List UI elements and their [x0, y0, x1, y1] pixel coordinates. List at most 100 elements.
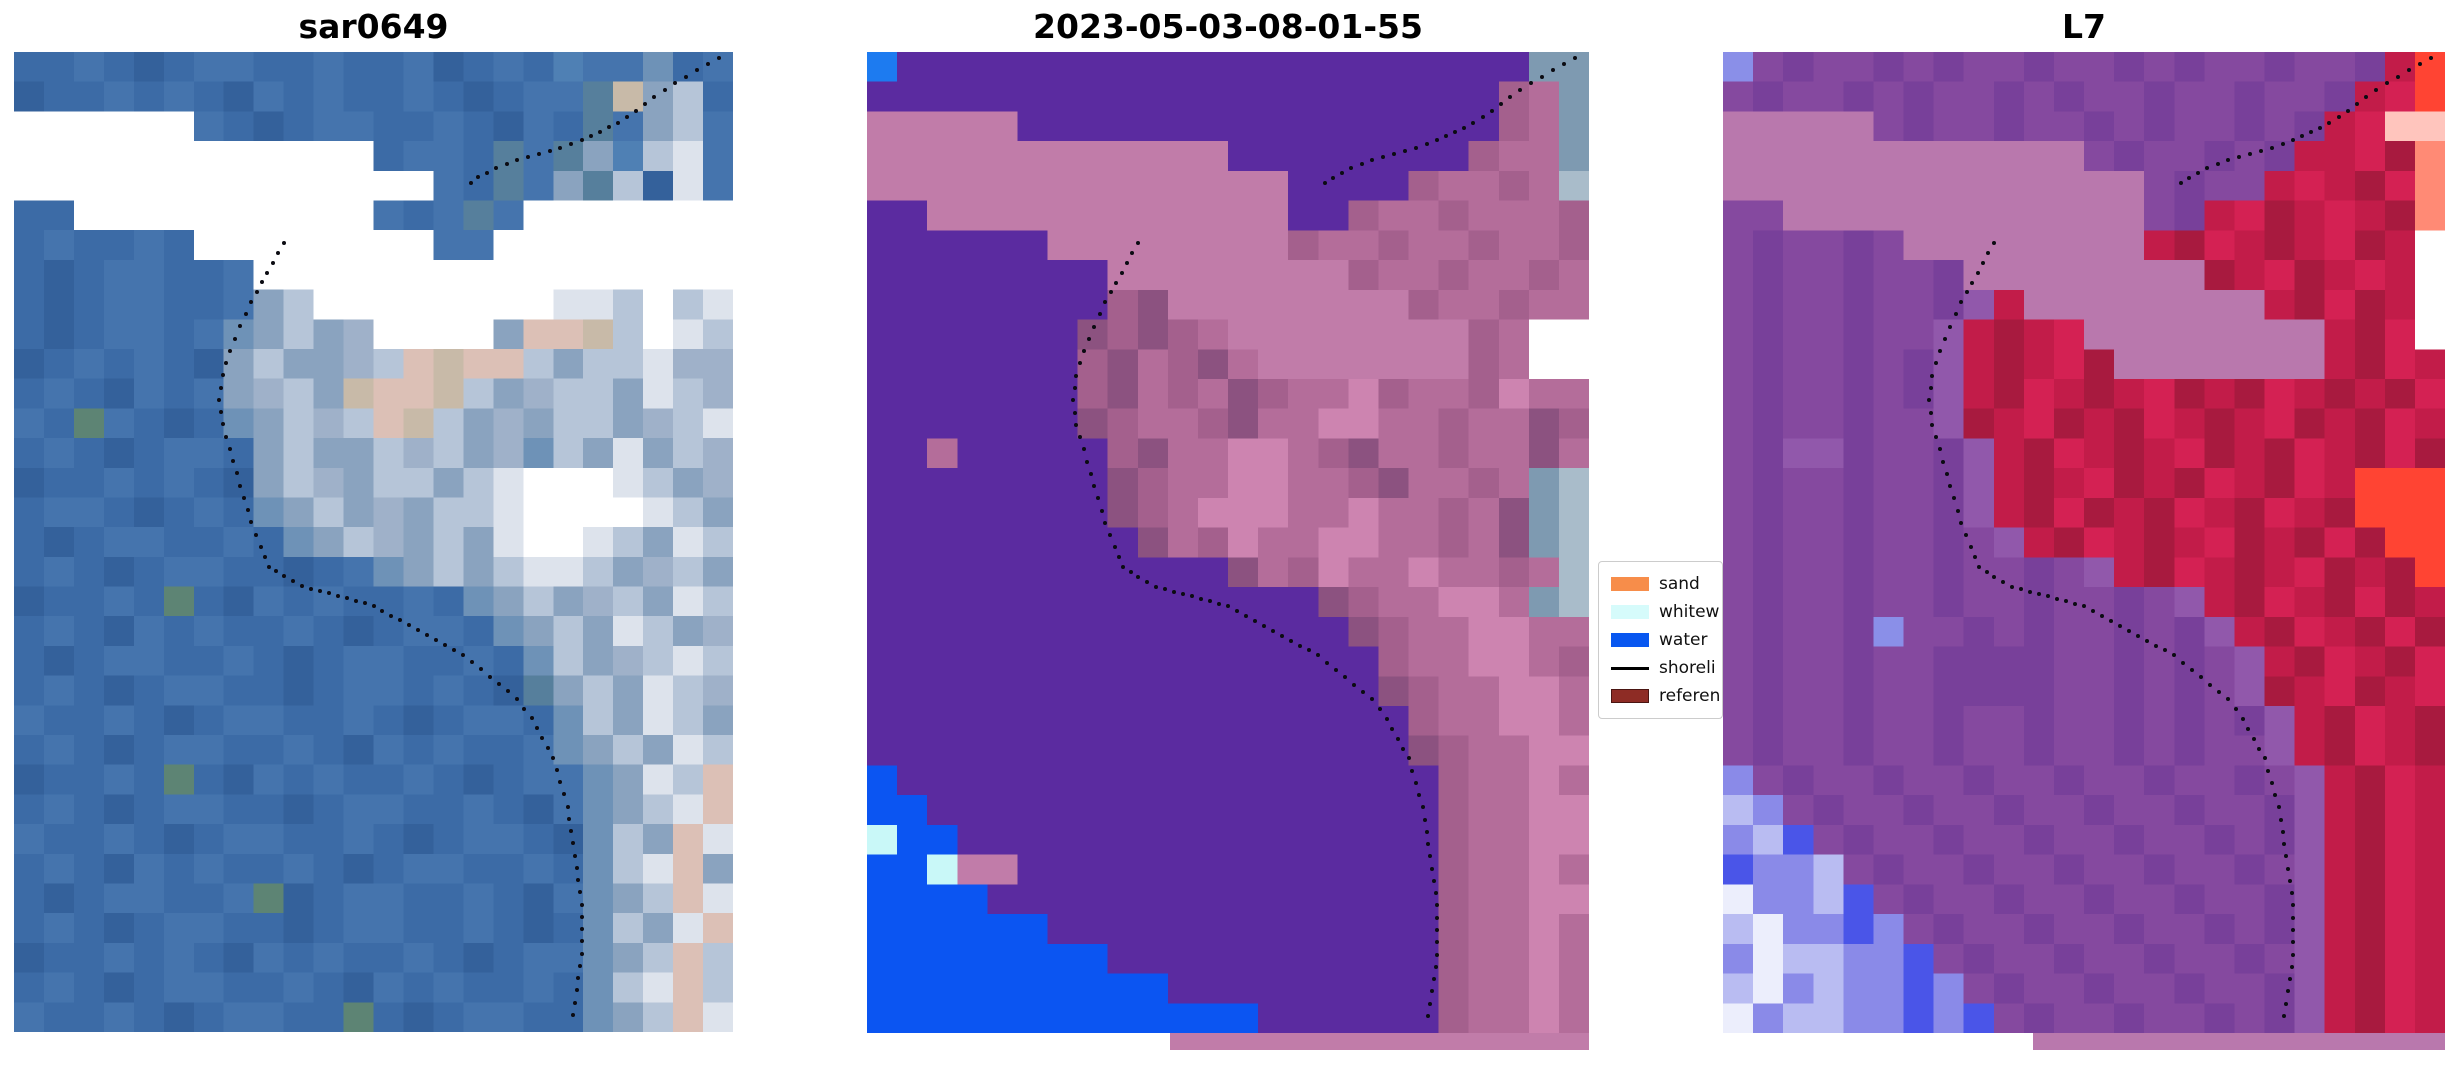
shoreline-dot	[1207, 599, 1212, 604]
shoreline-dot	[1072, 385, 1077, 390]
shoreline-dot	[1433, 964, 1438, 969]
shoreline-dot	[1074, 422, 1079, 427]
shoreline-dot	[1198, 596, 1203, 601]
shoreline-dot	[265, 270, 270, 275]
shoreline-dot	[2284, 1001, 2289, 1006]
shoreline-dot	[554, 767, 559, 772]
shoreline-dot	[1431, 977, 1436, 982]
shoreline-dot	[1424, 142, 1429, 147]
shoreline-dot	[2179, 181, 2184, 186]
shoreline-dot	[2269, 780, 2274, 785]
shoreline-dot	[1410, 768, 1415, 773]
shoreline-dot	[380, 608, 385, 613]
shoreline-dot	[1307, 648, 1312, 653]
shoreline-dot	[1081, 447, 1086, 452]
shoreline-dot	[1189, 594, 1194, 599]
shoreline-dot	[1991, 241, 1996, 246]
shoreline-dot	[569, 829, 574, 834]
shoreline-dot	[1107, 533, 1112, 538]
shoreline-dot	[479, 667, 484, 672]
shoreline-dot	[551, 755, 556, 760]
shoreline-dot	[1096, 496, 1101, 501]
shoreline-dot	[2327, 120, 2332, 125]
shoreline-dot	[506, 689, 511, 694]
shoreline-dot	[2354, 101, 2359, 106]
shoreline-dot	[2287, 878, 2292, 883]
legend-patch-swatch	[1611, 577, 1649, 591]
shoreline-dot	[1422, 817, 1427, 822]
shoreline-dot	[488, 674, 493, 679]
legend-item: water	[1611, 626, 1722, 654]
shoreline-dot	[407, 623, 412, 628]
shoreline-dot	[1384, 717, 1389, 722]
shoreline-dot	[281, 574, 286, 579]
shoreline-dot	[1343, 675, 1348, 680]
shoreline-dot	[2000, 579, 2005, 584]
shoreline-dot	[2280, 829, 2285, 834]
shoreline-dot	[1975, 270, 1980, 275]
shoreline-dot	[571, 841, 576, 846]
shoreline-dot	[1955, 508, 1960, 513]
shoreline-dot	[2291, 138, 2296, 143]
shoreline-dot	[243, 312, 248, 317]
shoreline-dot	[216, 397, 221, 402]
shoreline-dot	[1943, 336, 1947, 341]
shoreline-dot	[1959, 520, 1964, 525]
shoreline-dot	[270, 260, 275, 265]
shoreline-dot	[220, 373, 225, 378]
shoreline-dot	[1435, 138, 1440, 143]
legend-item: shoreli	[1611, 654, 1722, 682]
shoreline-dot	[2045, 594, 2050, 599]
shoreline-dot	[2018, 587, 2023, 592]
shoreline-dot	[1428, 1001, 1433, 1006]
shoreline-dot	[1402, 149, 1407, 154]
shoreline-dot	[673, 81, 678, 86]
shoreline-dot	[2318, 125, 2323, 130]
shoreline-dot	[2251, 736, 2256, 741]
shoreline-dot	[1235, 609, 1240, 614]
shoreline-dot	[515, 696, 520, 701]
shoreline-dot	[1518, 88, 1523, 93]
shoreline-dot	[529, 716, 534, 721]
shoreline-dot	[267, 564, 272, 569]
panel-canvas-l7	[1723, 52, 2445, 1033]
shoreline-dot	[1323, 181, 1328, 186]
shoreline-dot	[1116, 555, 1121, 560]
shoreline-dot	[576, 878, 581, 883]
shoreline-dot	[1334, 668, 1339, 673]
shoreline-dot	[1298, 643, 1303, 648]
shoreline-dot	[1088, 471, 1093, 476]
shoreline-dot	[242, 495, 247, 500]
shoreline-dot	[606, 125, 611, 130]
shoreline-dot	[572, 853, 577, 858]
shoreline-dot	[2278, 817, 2283, 822]
shoreline-dot	[569, 142, 574, 147]
shoreline-dot	[233, 336, 238, 341]
shoreline-dot	[1119, 270, 1124, 275]
shoreline-dot	[362, 601, 367, 606]
legend-label: referen	[1659, 686, 1721, 706]
shoreline-dot	[2127, 628, 2132, 633]
shoreline-dot	[576, 976, 581, 981]
panel-sar0649	[14, 52, 733, 1032]
shoreline-dot	[1462, 125, 1467, 130]
shoreline-dot	[1135, 241, 1140, 246]
shoreline-dot	[253, 532, 258, 537]
shoreline-dot	[1289, 638, 1294, 643]
shoreline-dot	[245, 508, 250, 513]
shoreline-dot	[1339, 170, 1344, 175]
shoreline-dot	[1381, 154, 1386, 159]
shoreline-dot	[224, 434, 229, 439]
shoreline-dot	[1959, 300, 1964, 305]
shoreline-dot	[580, 914, 584, 919]
shoreline-dot	[425, 633, 430, 638]
shoreline-dot	[299, 584, 304, 589]
shoreline-dot	[1077, 435, 1082, 440]
shoreline-dot	[260, 280, 265, 285]
shoreline-dot	[2181, 660, 2186, 665]
shoreline-dot	[1121, 565, 1126, 570]
shoreline-dot	[1395, 736, 1400, 741]
shoreline-dot	[1081, 349, 1086, 354]
legend-patch-swatch	[1611, 689, 1649, 703]
legend-patch-swatch	[1611, 633, 1649, 647]
